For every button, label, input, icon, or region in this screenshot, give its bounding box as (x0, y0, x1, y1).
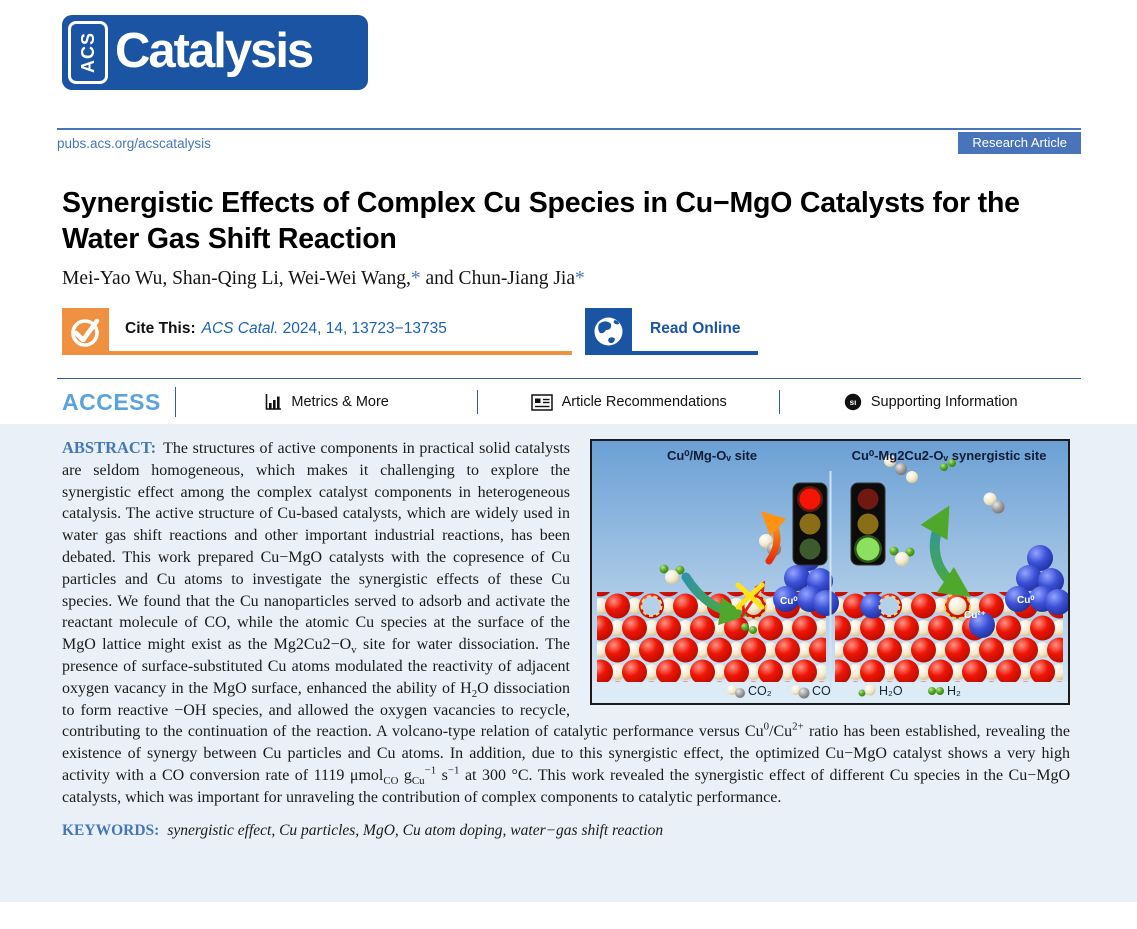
abstract-fragment: CO (383, 775, 399, 788)
cu0-label-left: Cu⁰ (780, 596, 797, 607)
keywords-row: KEYWORDS: synergistic effect, Cu particle… (62, 822, 1070, 840)
legend-co: CO (812, 684, 831, 698)
abstract-fragment: −1 (447, 764, 460, 777)
legend-h2o: H₂O (879, 684, 903, 698)
acs-logo-text: ACS (77, 31, 98, 74)
abstract-section: Cu⁰/Mg-Oᵥ site Cu⁰-Mg2Cu2-Oᵥ synergistic… (0, 424, 1137, 902)
graphical-abstract-art: Cu⁰/Mg-Oᵥ site Cu⁰-Mg2Cu2-Oᵥ synergistic… (592, 441, 1071, 703)
metrics-label: Metrics & More (291, 394, 389, 410)
abstract-fragment: ratio has been established, revealing th… (62, 723, 1071, 784)
graphical-abstract[interactable]: Cu⁰/Mg-Oᵥ site Cu⁰-Mg2Cu2-Oᵥ synergistic… (590, 439, 1071, 705)
journal-name: Catalysis (115, 23, 314, 78)
right-panel-art (860, 455, 1071, 638)
abstract-fragment: g (398, 766, 412, 784)
abstract-fragment: 2+ (792, 721, 804, 734)
authors-main: Mei-Yao Wu, Shan-Qing Li, Wei-Wei Wang, (62, 268, 411, 289)
left-panel-title: Cu⁰/Mg-Oᵥ site (667, 448, 757, 463)
acs-catalysis-logo[interactable]: ACS Catalysis (62, 15, 368, 90)
keywords-text: synergistic effect, Cu particles, MgO, C… (167, 821, 664, 839)
author-list: Mei-Yao Wu, Shan-Qing Li, Wei-Wei Wang,*… (62, 268, 585, 290)
abstract-heading: ABSTRACT: (62, 438, 157, 457)
cite-this-button[interactable]: Cite This: ACS Catal. 2024, 14, 13723−137… (62, 308, 572, 355)
authors-rest: and Chun-Jiang Jia (420, 268, 576, 289)
read-online-button[interactable]: Read Online (585, 308, 759, 355)
metrics-and-more-link[interactable]: Metrics & More (176, 393, 477, 411)
cu-nanoparticle-right (1005, 545, 1071, 615)
citation-text: Cite This: ACS Catal. 2024, 14, 13723−137… (109, 308, 572, 355)
research-article-badge: Research Article (958, 132, 1081, 154)
abstract-fragment: μmol (349, 766, 384, 784)
supporting-label: Supporting Information (870, 394, 1018, 410)
right-panel-title: Cu⁰-Mg2Cu2-Oᵥ synergistic site (852, 448, 1047, 463)
header-row: pubs.acs.org/acscatalysis Research Artic… (57, 128, 1081, 154)
divider (778, 390, 781, 414)
cu2-label: Cu²⁺ (964, 610, 986, 621)
abstract-fragment: −1 (424, 764, 437, 777)
cite-this-label: Cite This: (125, 320, 196, 337)
abstract-fragment: site for water dissociation. The presenc… (62, 636, 570, 697)
bar-chart-icon (266, 394, 282, 410)
si-circle-icon: sı (844, 393, 862, 411)
recommendations-label: Article Recommendations (561, 394, 727, 410)
abstract-paragraph: ABSTRACT: The structures of active compon… (62, 437, 1070, 809)
abstract-fragment: 2 (471, 687, 478, 700)
globe-icon (585, 308, 632, 355)
corresponding-author-star[interactable]: * (410, 268, 421, 289)
legend-co2: CO₂ (748, 684, 772, 698)
abstract-fragment: O dissociation to form reactive −OH spec… (62, 679, 764, 741)
journal-url-link[interactable]: pubs.acs.org/acscatalysis (57, 136, 211, 151)
cite-reference: 2024, 14, 13723−13735 (282, 320, 447, 337)
legend-strip (592, 681, 1068, 703)
traffic-light-green (850, 482, 886, 566)
cite-journal: ACS Catal. (201, 320, 279, 337)
cite-row: Cite This: ACS Catal. 2024, 14, 13723−137… (62, 308, 759, 355)
abstract-fragment: s (436, 766, 448, 784)
svg-text:sı: sı (850, 398, 857, 407)
divider (476, 390, 479, 414)
article-title: Synergistic Effects of Complex Cu Specie… (62, 187, 1020, 255)
check-badge-icon (62, 308, 109, 355)
traffic-light-red (792, 482, 828, 566)
abstract-fragment: Cu (411, 775, 425, 788)
supporting-information-link[interactable]: sı Supporting Information (780, 393, 1081, 411)
divider (174, 387, 177, 417)
abstract-fragment: The structures of active components in p… (62, 440, 570, 654)
corresponding-author-star[interactable]: * (575, 268, 585, 289)
read-online-label: Read Online (632, 308, 759, 355)
abstract-fragment: /Cu (769, 723, 793, 741)
cu0-label-right: Cu⁰ (1017, 595, 1034, 606)
acs-logo-box: ACS (68, 21, 108, 84)
access-bar: ACCESS Metrics & More Article Recommenda… (57, 378, 1081, 429)
article-icon (530, 393, 553, 411)
access-link[interactable]: ACCESS (62, 388, 161, 415)
legend-h2: H₂ (947, 684, 961, 698)
abstract-fragment: at 300 °C. This work revealed the synerg… (62, 766, 1071, 806)
keywords-heading: KEYWORDS: (62, 821, 160, 839)
legend-molecules (727, 684, 944, 699)
abstract-fragment: v (351, 644, 357, 657)
article-recommendations-link[interactable]: Article Recommendations (478, 393, 779, 411)
abstract-fragment: 0 (763, 721, 770, 734)
